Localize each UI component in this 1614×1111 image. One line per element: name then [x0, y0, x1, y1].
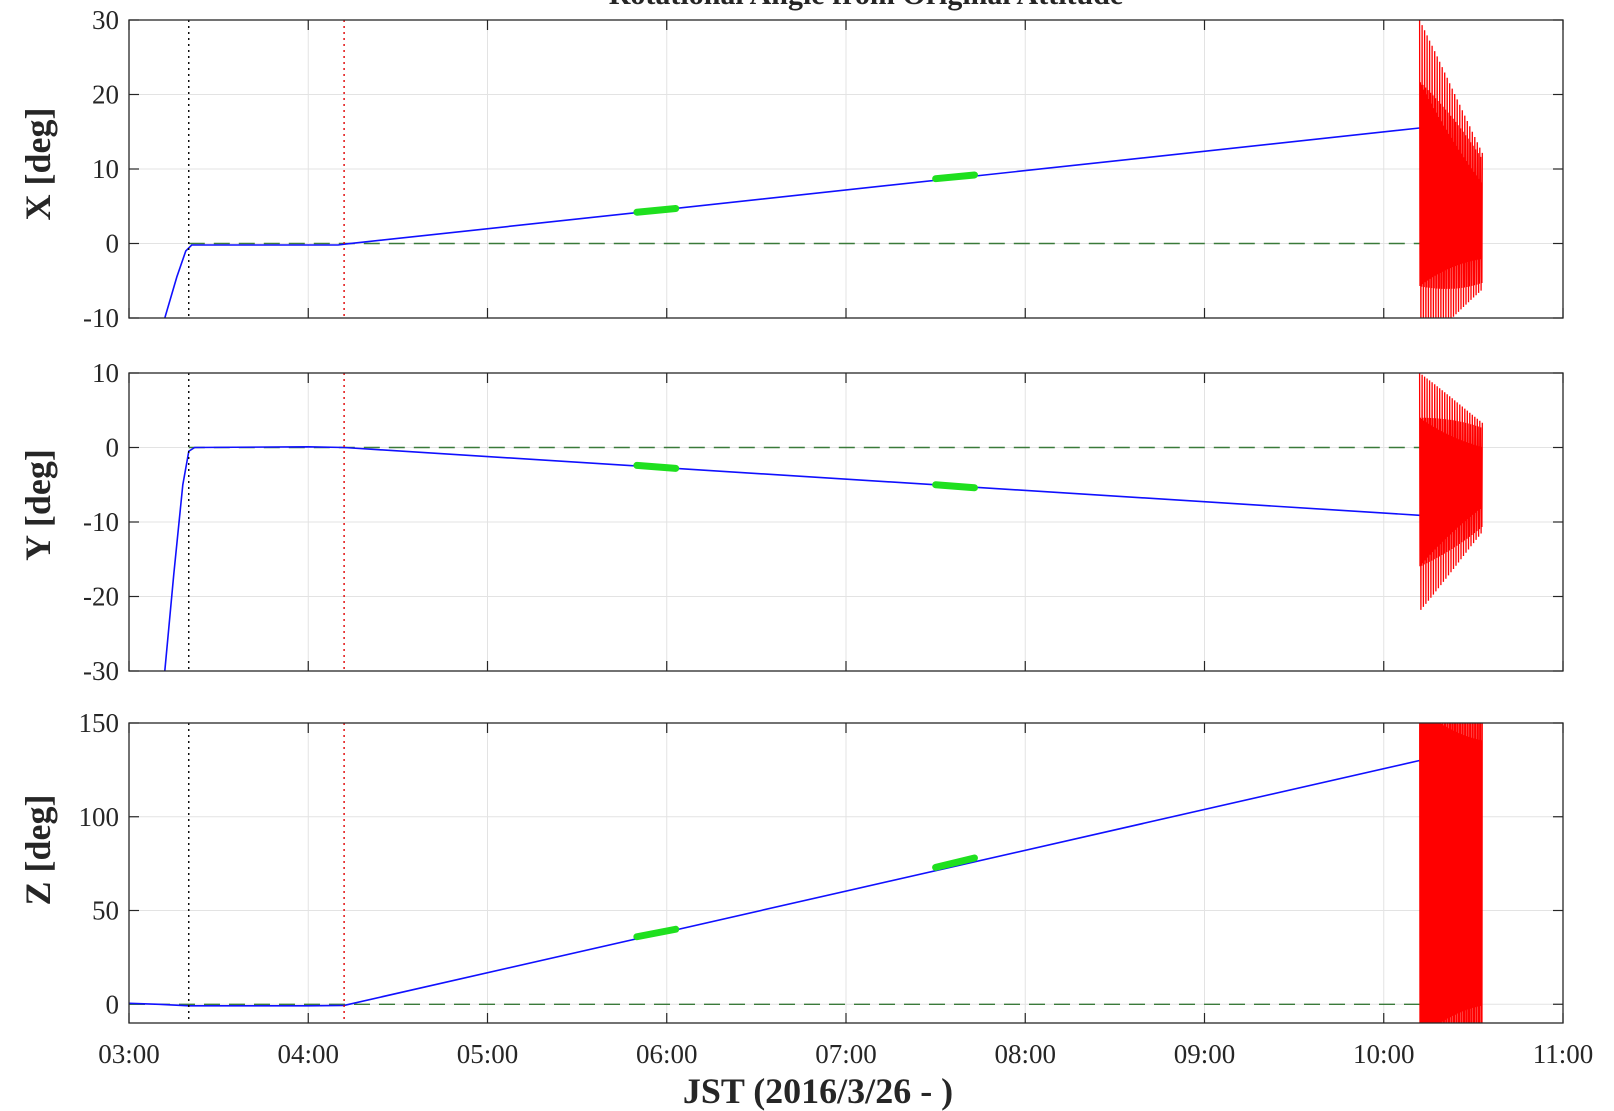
x-tick-label: 11:00 [1533, 1039, 1594, 1069]
y-tick-label: 150 [79, 708, 120, 738]
series-line-x [164, 127, 1420, 318]
x-axis-label: JST (2016/3/26 - ) [683, 1071, 953, 1111]
y-tick-label: 30 [92, 5, 119, 35]
y-axis-label-x: X [deg] [18, 108, 58, 221]
highlight-segment-x [932, 171, 978, 183]
series-line-z [129, 759, 1420, 1007]
y-tick-label: 50 [92, 896, 119, 926]
panel-z: 0 50 100 150 [79, 708, 1564, 1024]
panel-x: -10 0 10 20 30 [83, 5, 1564, 333]
x-axis-tick-labels: 03:00 04:00 05:00 06:00 07:00 08:00 09:00 10:00… [98, 1039, 1593, 1069]
axes-frame-z [128, 722, 1564, 1024]
y-tick-label: -30 [83, 656, 119, 686]
y-tick-label: 0 [106, 229, 120, 259]
series-line-y [164, 445, 1420, 671]
oscillation-line-y [1418, 373, 1483, 610]
y-axis-label-z: Z [deg] [18, 795, 58, 906]
oscillation-line-x [1418, 20, 1483, 318]
x-tick-label: 03:00 [98, 1039, 160, 1069]
highlight-segment-z [633, 925, 680, 941]
x-tick-label: 05:00 [457, 1039, 519, 1069]
x-tick-label: 10:00 [1353, 1039, 1415, 1069]
y-tick-label: 100 [79, 802, 120, 832]
highlight-segment-z [932, 854, 978, 871]
y-tick-label: 20 [92, 80, 119, 110]
y-tick-label: 0 [106, 989, 120, 1019]
y-tick-label: 10 [92, 154, 119, 184]
x-tick-label: 08:00 [994, 1039, 1056, 1069]
y-tick-label: -10 [83, 507, 119, 537]
oscillation-line-z [1419, 723, 1483, 1023]
axes-frame-y [128, 372, 1564, 672]
y-tick-label: -20 [83, 582, 119, 612]
chart-title: Rotational Angle from Original Attitude [609, 0, 1123, 11]
x-tick-label: 06:00 [636, 1039, 698, 1069]
x-tick-label: 07:00 [815, 1039, 877, 1069]
x-tick-label: 09:00 [1174, 1039, 1236, 1069]
highlight-segment-x [633, 204, 680, 216]
y-tick-label: 0 [106, 433, 120, 463]
y-axis-label-y: Y [deg] [18, 449, 58, 561]
y-tick-label: 10 [92, 358, 119, 388]
highlight-segment-y [932, 481, 978, 492]
y-tick-label: -10 [83, 303, 119, 333]
highlight-segment-y [633, 461, 680, 472]
axes-frame-x [128, 19, 1564, 319]
panel-y: -30 -20 -10 0 10 [83, 358, 1564, 686]
x-tick-label: 04:00 [277, 1039, 339, 1069]
